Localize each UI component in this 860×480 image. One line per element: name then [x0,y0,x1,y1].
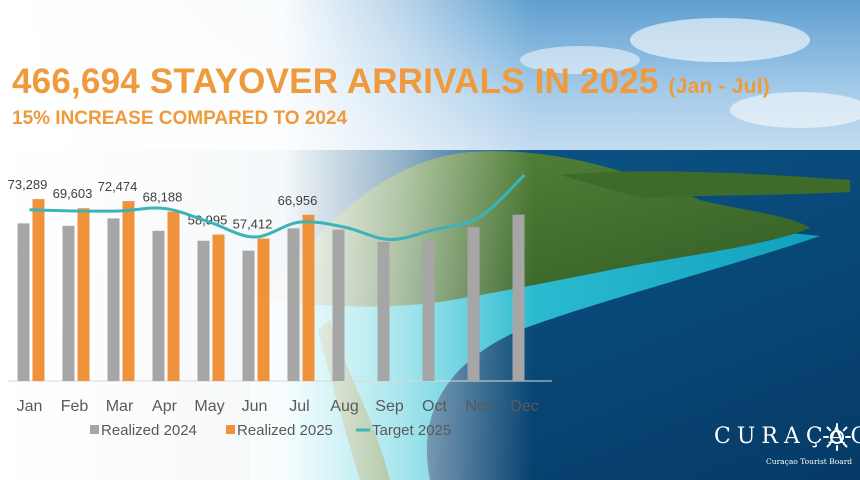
legend-label-target-2025: Target 2025 [372,422,451,439]
sun-icon [823,423,851,451]
legend-label-realized-2024: Realized 2024 [101,422,197,439]
x-tick-label-may: May [194,398,224,415]
bar-realized-2024-jan [17,223,30,381]
bar-realized-2024-sep [377,241,390,381]
bar-realized-2025-mar [122,201,135,381]
data-label-jun: 57,412 [233,216,273,231]
x-tick-label-aug: Aug [330,398,358,415]
x-tick-label-jan: Jan [17,398,43,415]
bar-realized-2025-may [212,234,225,381]
data-label-feb: 69,603 [53,186,93,201]
x-tick-label-sep: Sep [375,398,404,415]
x-tick-label-apr: Apr [152,398,178,415]
target-2025-line [29,173,526,242]
bar-realized-2025-jun [257,238,270,381]
bar-realized-2024-apr [152,230,165,381]
logo-tagline: Curaçao Tourist Board [766,457,853,466]
bar-realized-2024-feb [62,225,75,381]
bar-realized-2024-aug [332,229,345,381]
headline-range: (Jan - Jul) [668,75,770,98]
bar-realized-2025-feb [77,208,90,381]
legend-label-realized-2025: Realized 2025 [237,422,333,439]
data-label-jan: 73,289 [8,177,48,192]
curacao-logo: CURAÇAO Curaçao Tourist Board [714,420,860,470]
data-label-apr: 68,188 [143,190,183,205]
x-tick-label-feb: Feb [61,398,89,415]
x-tick-label-mar: Mar [106,398,134,415]
x-tick-label-dec: Dec [510,398,538,415]
legend-swatch-realized-2025 [226,425,235,434]
x-tick-label-nov: Nov [465,398,493,415]
bar-realized-2025-jul [302,214,315,381]
x-tick-label-oct: Oct [422,398,447,415]
bar-realized-2024-mar [107,218,120,381]
logo-wordmark: CURAÇAO [714,424,860,449]
bar-realized-2025-apr [167,211,180,381]
bar-realized-2024-dec [512,214,525,381]
data-label-mar: 72,474 [98,179,138,194]
headline-main: 466,694 STAYOVER ARRIVALS IN 2025 [12,62,659,101]
bar-realized-2024-may [197,240,210,381]
bar-realized-2024-jun [242,250,255,381]
bar-realized-2025-jan [32,199,45,381]
legend-swatch-realized-2024 [90,425,99,434]
bar-realized-2024-jul [287,228,300,381]
subheadline: 15% INCREASE COMPARED TO 2024 [12,108,348,129]
bar-realized-2024-oct [422,240,435,381]
x-tick-label-jul: Jul [289,398,309,415]
arrivals-chart: 73,289Jan69,603Feb72,474Mar68,188Apr58,9… [8,173,552,439]
data-label-jul: 66,956 [278,193,318,208]
headline: 466,694 STAYOVER ARRIVALS IN 2025 (Jan -… [12,62,770,102]
bar-realized-2024-nov [467,227,480,381]
x-tick-label-jun: Jun [242,398,268,415]
